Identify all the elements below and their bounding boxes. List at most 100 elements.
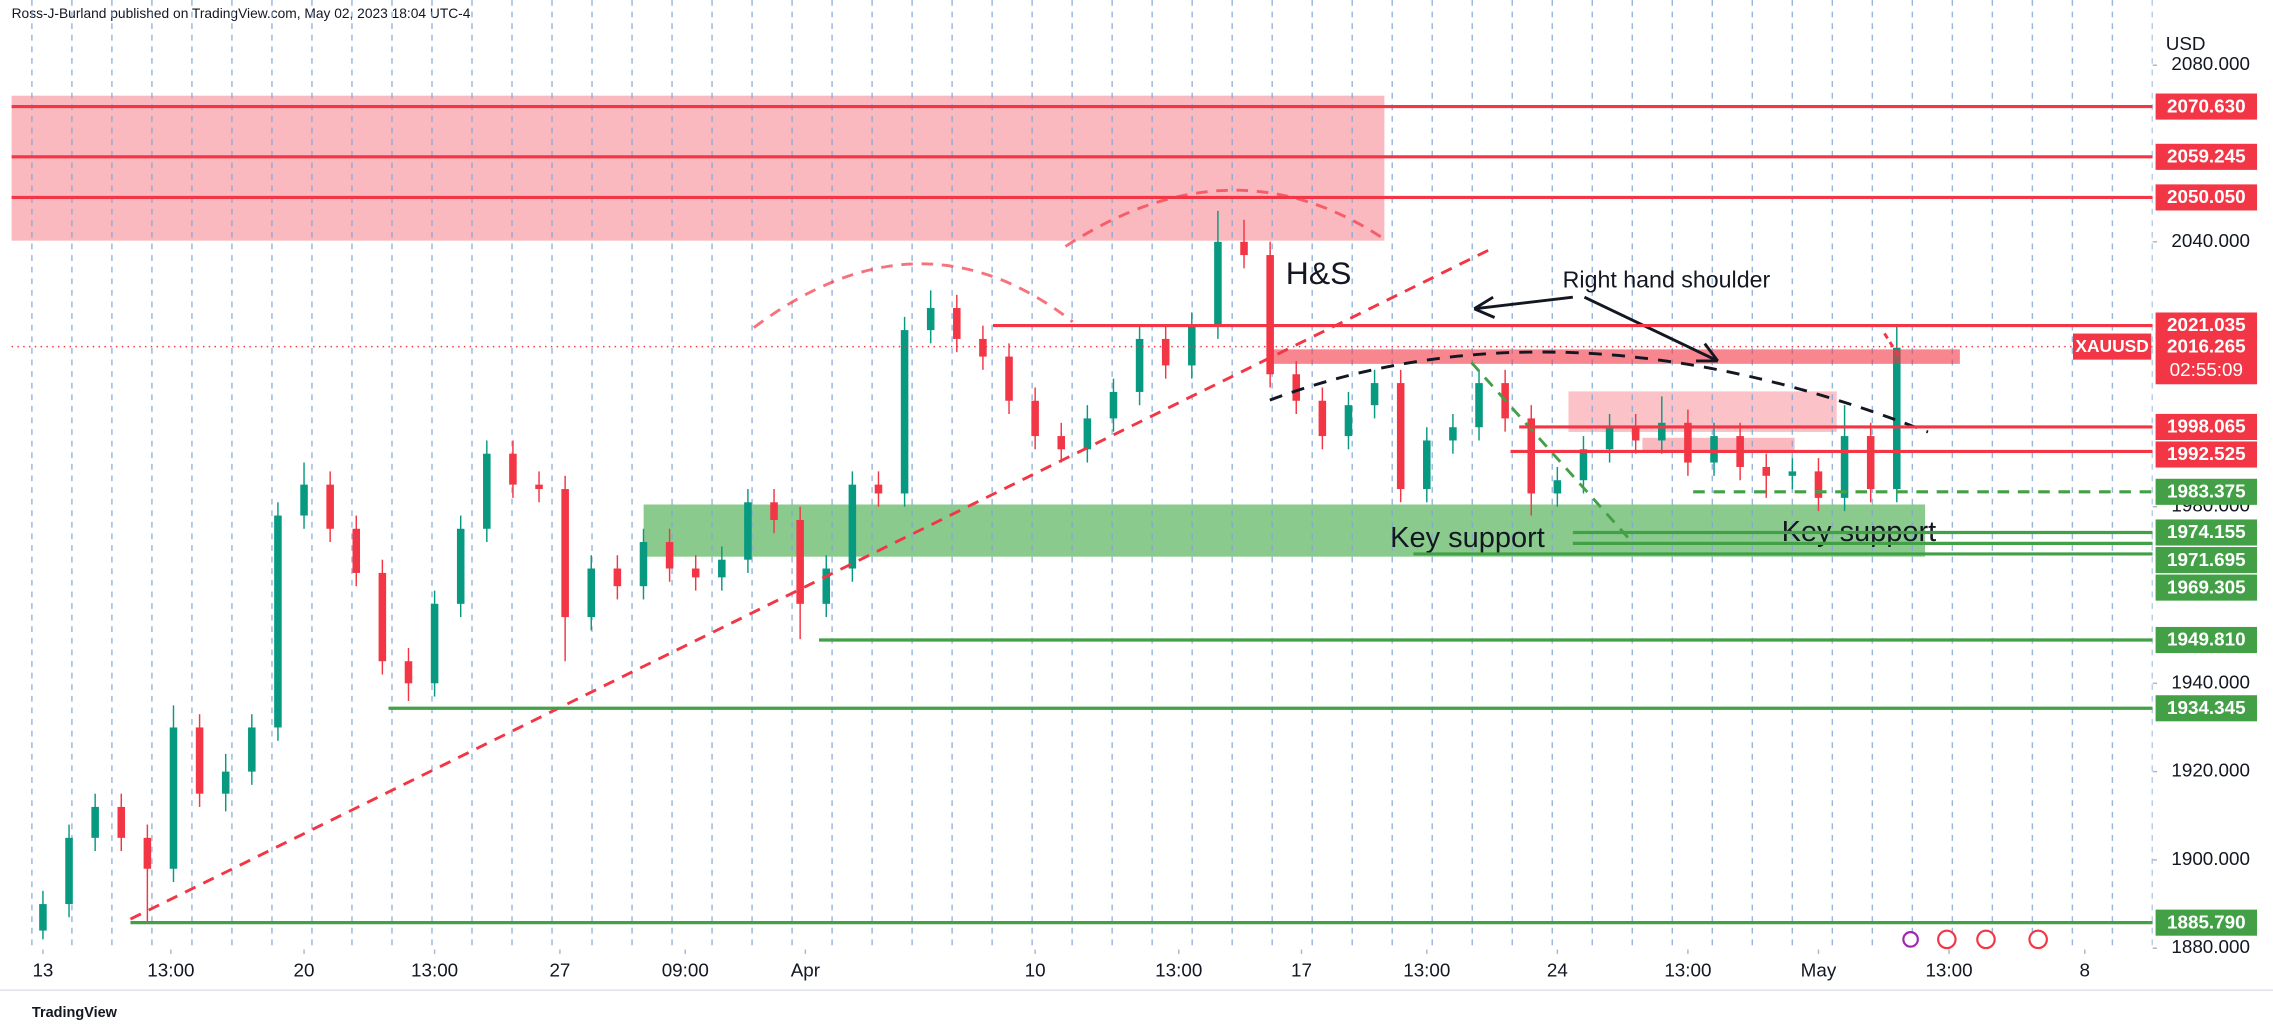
candle-body — [1057, 436, 1066, 450]
countdown-label: 02:55:09 — [2170, 359, 2243, 380]
candle-body — [1344, 405, 1353, 437]
candle-body — [796, 519, 804, 604]
candle-body — [195, 727, 204, 794]
x-tick-label: 13:00 — [1664, 959, 1711, 980]
candle-body — [274, 515, 282, 728]
x-tick-label: 13:00 — [1925, 959, 1972, 980]
candle-body — [39, 904, 47, 931]
neckline-arc — [1269, 350, 1929, 434]
candles — [11, 210, 2153, 940]
candle-body — [1866, 436, 1875, 490]
candle-body — [1396, 383, 1405, 490]
candle-body — [1788, 471, 1797, 476]
candle-body — [326, 484, 334, 529]
y-tick-label: 1900.000 — [2171, 848, 2250, 869]
candle-body — [822, 568, 831, 604]
level-label: 2059.245 — [2167, 146, 2246, 167]
candle-body — [953, 308, 961, 339]
candle-body — [718, 559, 726, 578]
candle-body — [1423, 440, 1431, 490]
x-tick-label: 10 — [1025, 959, 1046, 980]
candle-body — [117, 806, 126, 838]
level-label: 1992.525 — [2167, 443, 2246, 464]
candle-body — [221, 771, 230, 794]
level-label: 2070.630 — [2167, 95, 2246, 116]
x-tick-label: 13:00 — [411, 959, 458, 980]
y-tick-label: 2040.000 — [2171, 230, 2250, 251]
annotation: Key support — [1390, 522, 1545, 554]
level-label-box — [2155, 441, 2258, 468]
candle-body — [587, 568, 596, 618]
level-label-box — [2155, 93, 2258, 120]
level-label: 1983.375 — [2167, 481, 2246, 502]
candle-body — [639, 542, 648, 587]
candle-body — [352, 528, 361, 573]
x-tick-label: 8 — [2080, 959, 2090, 980]
candle-body — [1292, 374, 1301, 401]
level-label: 1934.345 — [2167, 697, 2246, 718]
candle-body — [979, 338, 987, 357]
event-icon[interactable] — [1902, 931, 1919, 948]
candle-body — [1370, 383, 1379, 406]
candle-body — [770, 502, 778, 520]
axes: 13 13:00 20 13:00 27 09:00 Apr 10 13:00 17 13:00 24… — [32, 53, 2258, 980]
event-icon[interactable] — [1976, 929, 1996, 950]
x-tick-label: 27 — [549, 959, 570, 980]
x-tick-label: 13:00 — [147, 959, 194, 980]
candle-body — [65, 837, 73, 905]
x-tick-label: 13:00 — [1403, 959, 1450, 980]
candle-body — [1579, 449, 1588, 481]
candle-body — [1527, 418, 1536, 494]
arrow-head — [1696, 342, 1719, 363]
last-price-label: 2016.265 — [2167, 335, 2246, 356]
candle-body — [483, 453, 491, 529]
range-zone — [1642, 437, 1795, 453]
x-tick-label: 09:00 — [662, 959, 709, 980]
currency-label: USD — [2166, 33, 2206, 54]
y-tick-label: 1940.000 — [2171, 671, 2250, 692]
candle-body — [1605, 427, 1614, 450]
candle-body — [874, 484, 883, 494]
candle-body — [1109, 391, 1118, 419]
level-label-box — [2155, 547, 2258, 574]
candle-body — [404, 661, 413, 684]
annotation: H&S — [1286, 255, 1352, 291]
level-label-box — [2155, 574, 2258, 601]
last-price-box — [2155, 333, 2258, 385]
arrow-head — [1473, 295, 1496, 319]
level-label-box — [2155, 413, 2258, 440]
candle-body — [926, 308, 935, 331]
level-label: 1969.305 — [2167, 576, 2246, 597]
candle-body — [1318, 400, 1327, 437]
level-label-box — [2155, 519, 2258, 546]
candle-body — [848, 484, 857, 569]
event-icon[interactable] — [2028, 929, 2048, 950]
level-label: 2021.035 — [2167, 314, 2246, 335]
level-label-box — [2155, 478, 2258, 505]
x-tick-label: 13 — [32, 959, 53, 980]
head-arc — [1064, 188, 1386, 248]
candle-body — [1161, 338, 1170, 366]
candle-body — [378, 572, 387, 662]
candle-body — [1762, 466, 1771, 476]
event-icon[interactable] — [1937, 929, 1957, 950]
level-label: 1971.695 — [2167, 549, 2246, 570]
candle-body — [1814, 471, 1823, 498]
candle-body — [1658, 422, 1666, 441]
candle-body — [613, 568, 622, 587]
y-tick-label: 1880.000 — [2171, 936, 2250, 957]
candle-body — [561, 489, 569, 618]
level-label: 2050.050 — [2167, 186, 2246, 207]
candle-body — [456, 528, 465, 604]
candle-body — [535, 484, 543, 490]
time-axis-panel — [0, 949, 2273, 991]
candle-body — [509, 453, 517, 485]
candle-body — [1188, 325, 1196, 366]
level-label-box — [2155, 626, 2258, 654]
candle-body — [1031, 400, 1039, 437]
level-label-box — [2155, 695, 2258, 722]
level-label: 1885.790 — [2167, 911, 2246, 932]
candle-body — [744, 502, 752, 560]
